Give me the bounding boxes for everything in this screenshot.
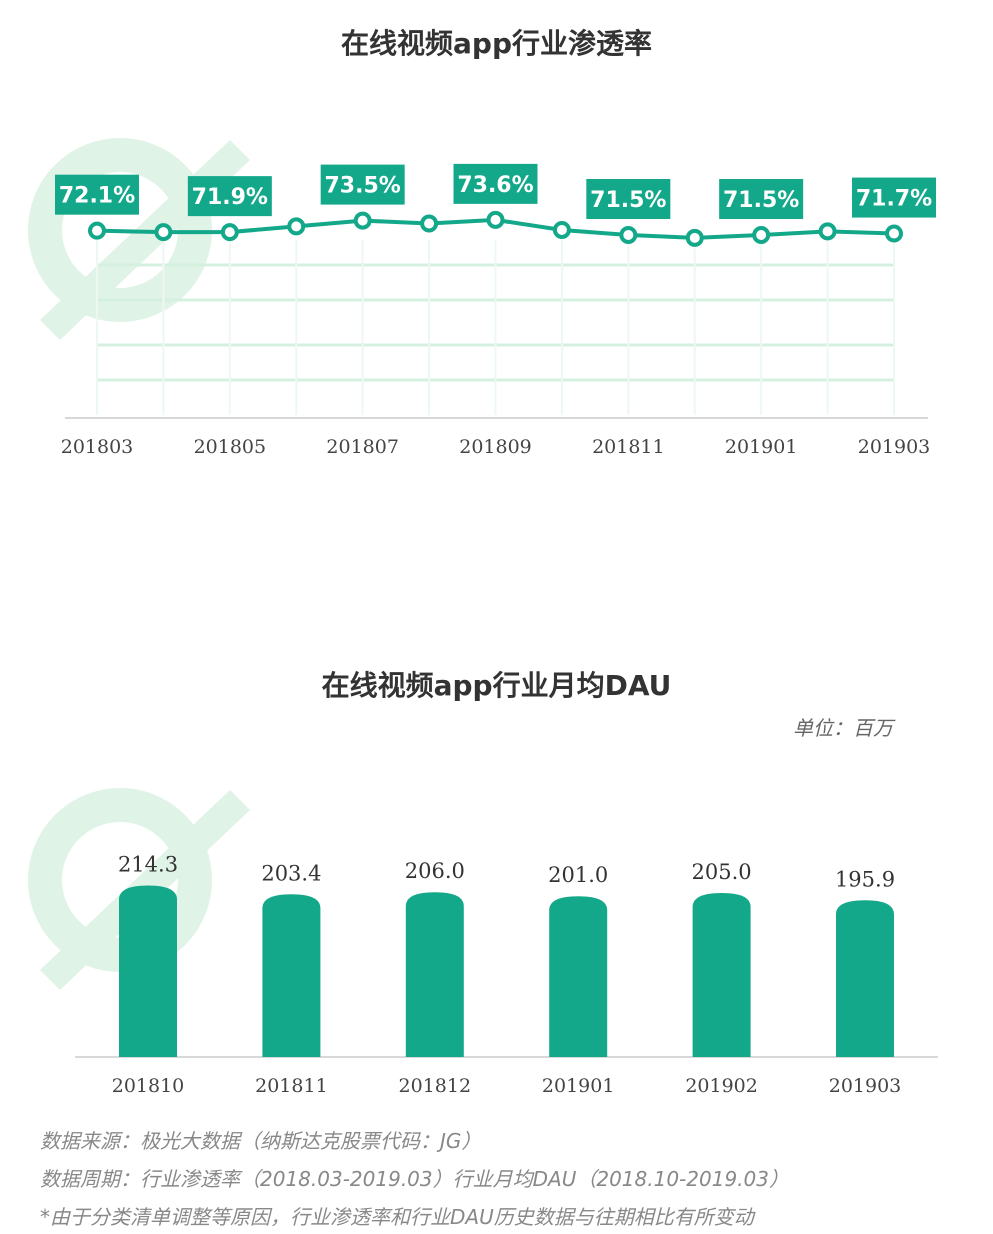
watermark-logo-icon xyxy=(28,138,212,322)
data-point xyxy=(818,222,837,241)
bar xyxy=(119,885,177,1057)
data-label-box xyxy=(719,179,804,219)
data-point xyxy=(88,221,106,240)
data-point xyxy=(552,220,571,239)
x-tick-label: 201803 xyxy=(61,436,134,458)
data-point xyxy=(885,224,903,243)
x-tick-label: 201810 xyxy=(112,1075,185,1097)
note-disclaimer: *由于分类清单调整等原因，行业渗透率和行业DAU历史数据与往期相比有所变动 xyxy=(40,1205,754,1229)
data-label: 71.5% xyxy=(723,188,799,213)
bar-data-label: 206.0 xyxy=(405,859,465,883)
data-point xyxy=(287,217,306,236)
x-tick-label: 201902 xyxy=(685,1075,758,1097)
data-label: 73.5% xyxy=(325,174,401,199)
bar-data-label: 205.0 xyxy=(692,860,752,884)
x-tick-label: 201807 xyxy=(326,436,399,458)
data-label: 73.6% xyxy=(457,173,533,198)
data-label-box xyxy=(187,176,272,217)
bar xyxy=(836,900,894,1057)
x-tick-label: 201901 xyxy=(542,1075,615,1097)
data-point xyxy=(685,228,704,247)
data-point xyxy=(619,226,638,244)
x-tick-label: 201805 xyxy=(194,436,267,458)
data-label-box xyxy=(320,164,405,205)
data-label-box xyxy=(586,179,671,219)
bar-data-label: 201.0 xyxy=(548,863,608,887)
bar xyxy=(692,893,751,1057)
notes: 数据来源：极光大数据（纳斯达克股票代码：JG） 数据周期：行业渗透率（2018.… xyxy=(40,1122,789,1234)
data-point xyxy=(486,210,505,229)
bar-chart-title: 在线视频app行业月均DAU xyxy=(321,669,672,702)
data-label-box xyxy=(852,177,936,218)
data-label-box xyxy=(55,174,139,215)
data-point xyxy=(154,223,173,242)
unit-label: 单位：百万 xyxy=(793,716,893,740)
data-point xyxy=(220,223,239,242)
note-source: 数据来源：极光大数据（纳斯达克股票代码：JG） xyxy=(40,1129,482,1153)
x-tick-label: 201903 xyxy=(858,436,931,458)
data-label-box xyxy=(453,163,538,204)
x-tick-label: 201811 xyxy=(255,1075,328,1097)
data-point xyxy=(752,226,771,244)
line-chart-title: 在线视频app行业渗透率 xyxy=(341,27,652,60)
x-tick-label: 201809 xyxy=(459,436,532,458)
data-point xyxy=(420,214,439,233)
note-period: 数据周期：行业渗透率（2018.03-2019.03）行业月均DAU（2018.… xyxy=(40,1167,789,1191)
bar-data-label: 203.4 xyxy=(261,861,321,885)
x-tick-label: 201812 xyxy=(399,1075,472,1097)
bar xyxy=(405,892,464,1057)
bar xyxy=(549,896,608,1057)
bar-data-label: 195.9 xyxy=(835,867,895,891)
bar-data-label: 214.3 xyxy=(118,853,178,877)
data-label: 71.5% xyxy=(590,188,666,213)
data-label: 72.1% xyxy=(59,184,135,209)
data-point xyxy=(353,211,372,230)
x-tick-label: 201901 xyxy=(725,436,798,458)
x-tick-label: 201811 xyxy=(592,436,665,458)
x-tick-label: 201903 xyxy=(829,1075,902,1097)
bar xyxy=(262,894,321,1057)
data-label: 71.7% xyxy=(856,187,932,212)
data-label: 71.9% xyxy=(192,185,268,210)
